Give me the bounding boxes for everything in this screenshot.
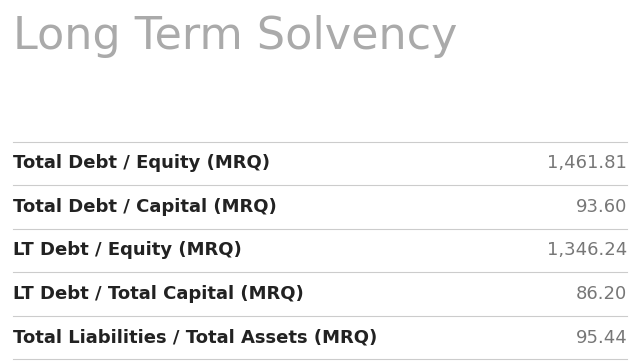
Text: 1,461.81: 1,461.81 [547, 154, 627, 172]
Text: 1,346.24: 1,346.24 [547, 241, 627, 260]
Text: 86.20: 86.20 [576, 285, 627, 303]
Text: Total Liabilities / Total Assets (MRQ): Total Liabilities / Total Assets (MRQ) [13, 329, 377, 347]
Text: 95.44: 95.44 [575, 329, 627, 347]
Text: LT Debt / Equity (MRQ): LT Debt / Equity (MRQ) [13, 241, 241, 260]
Text: LT Debt / Total Capital (MRQ): LT Debt / Total Capital (MRQ) [13, 285, 303, 303]
Text: 93.60: 93.60 [576, 198, 627, 216]
Text: Long Term Solvency: Long Term Solvency [13, 15, 458, 57]
Text: Total Debt / Equity (MRQ): Total Debt / Equity (MRQ) [13, 154, 270, 172]
Text: Total Debt / Capital (MRQ): Total Debt / Capital (MRQ) [13, 198, 276, 216]
